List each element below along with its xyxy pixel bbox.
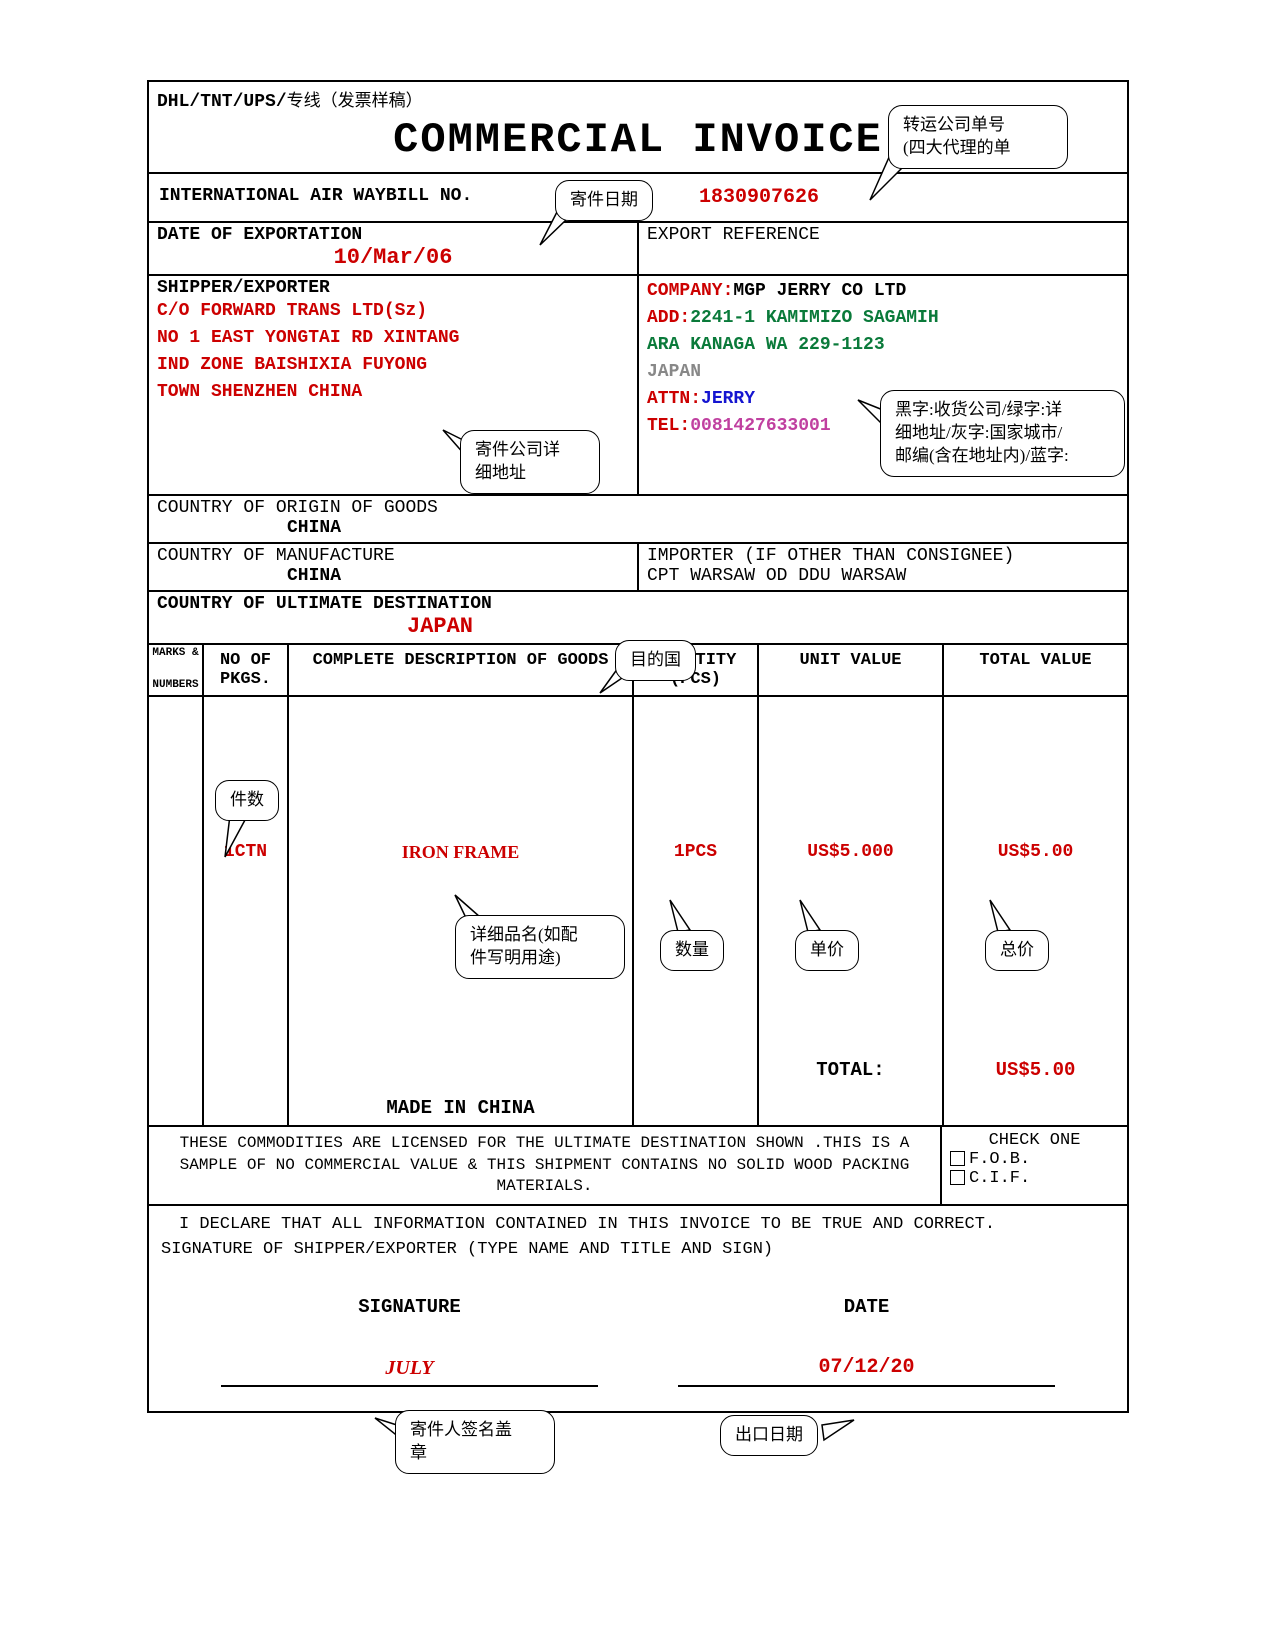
- callout-total: 总价: [985, 930, 1049, 971]
- shipper-label: SHIPPER/EXPORTER: [157, 278, 629, 298]
- manufacture-cell: COUNTRY OF MANUFACTURE CHINA: [149, 544, 639, 590]
- declaration-block: I DECLARE THAT ALL INFORMATION CONTAINED…: [149, 1204, 1127, 1412]
- sig-instruction: SIGNATURE OF SHIPPER/EXPORTER (TYPE NAME…: [161, 1237, 1115, 1263]
- export-ref-label: EXPORT REFERENCE: [647, 225, 1119, 245]
- consignee-country: JAPAN: [647, 359, 1119, 386]
- signature-col: SIGNATURE JULY: [181, 1293, 638, 1396]
- consignee-add2: ARA KANAGA WA 229-1123: [647, 332, 1119, 359]
- manufacture-row: COUNTRY OF MANUFACTURE CHINA IMPORTER (I…: [149, 542, 1127, 590]
- callout-shipper: 寄件公司详 细地址: [460, 430, 600, 494]
- cif-option: C.I.F.: [950, 1169, 1119, 1188]
- col-desc: COMPLETE DESCRIPTION OF GOODS: [289, 645, 634, 695]
- marks-data: [149, 697, 204, 1125]
- col-total: TOTAL VALUE: [944, 645, 1127, 695]
- callout-desc: 详细品名(如配 件写明用途): [455, 915, 625, 979]
- manufacture-label: COUNTRY OF MANUFACTURE: [157, 546, 629, 566]
- total-value: US$5.00: [944, 1059, 1127, 1081]
- export-ref-cell: EXPORT REFERENCE: [639, 223, 1127, 274]
- destination-label: COUNTRY OF ULTIMATE DESTINATION: [157, 594, 1119, 614]
- callout-export-date: 出口日期: [720, 1415, 818, 1456]
- shipper-line2: NO 1 EAST YONGTAI RD XINTANG: [157, 325, 629, 352]
- shipper-line1: C/O FORWARD TRANS LTD(Sz): [157, 298, 629, 325]
- origin-row: COUNTRY OF ORIGIN OF GOODS CHINA: [149, 494, 1127, 542]
- fob-option: F.O.B.: [950, 1150, 1119, 1169]
- shipper-line4: TOWN SHENZHEN CHINA: [157, 379, 629, 406]
- checkbox-icon[interactable]: [950, 1170, 965, 1185]
- made-in: MADE IN CHINA: [289, 1097, 632, 1119]
- callout-tail-icon: [822, 1420, 857, 1445]
- callout-waybill: 转运公司单号 (四大代理的单: [888, 105, 1068, 169]
- callout-dest: 目的国: [615, 640, 696, 681]
- export-row: DATE OF EXPORTATION 10/Mar/06 EXPORT REF…: [149, 221, 1127, 274]
- origin-cell: COUNTRY OF ORIGIN OF GOODS CHINA: [149, 496, 1127, 542]
- checkbox-icon[interactable]: [950, 1151, 965, 1166]
- shipper-line3: IND ZONE BAISHIXIA FUYONG: [157, 352, 629, 379]
- table-data: 1CTN IRON FRAME MADE IN CHINA 1PCS US$5.…: [149, 695, 1127, 1125]
- col-pkgs: NO OF PKGS.: [204, 645, 289, 695]
- destination-value: JAPAN: [157, 614, 1119, 639]
- origin-label: COUNTRY OF ORIGIN OF GOODS: [157, 498, 1119, 518]
- col-unit: UNIT VALUE: [759, 645, 944, 695]
- consignee-add1: ADD:2241-1 KAMIMIZO SAGAMIH: [647, 305, 1119, 332]
- importer-cell: IMPORTER (IF OTHER THAN CONSIGNEE) CPT W…: [639, 544, 1127, 590]
- date-col: DATE 07/12/20: [638, 1293, 1095, 1396]
- declaration-text: I DECLARE THAT ALL INFORMATION CONTAINED…: [161, 1212, 1115, 1238]
- carriers-text: DHL/TNT/UPS/: [157, 92, 287, 112]
- carriers-sub: 专线（发票样稿）: [287, 93, 423, 112]
- importer-value: CPT WARSAW OD DDU WARSAW: [647, 566, 1119, 586]
- callout-unit: 单价: [795, 930, 859, 971]
- signature-row: SIGNATURE JULY DATE 07/12/20: [161, 1263, 1115, 1406]
- destination-row: COUNTRY OF ULTIMATE DESTINATION JAPAN: [149, 590, 1127, 643]
- consignee-company: COMPANY:MGP JERRY CO LTD: [647, 278, 1119, 305]
- callout-tail-icon: [225, 815, 253, 860]
- callout-exp-date: 寄件日期: [555, 180, 653, 221]
- callout-qty: 数量: [660, 930, 724, 971]
- license-text: THESE COMMODITIES ARE LICENSED FOR THE U…: [149, 1127, 942, 1204]
- unit-data: US$5.000 TOTAL:: [759, 697, 944, 1125]
- col-marks: MARKS & NUMBERS: [149, 645, 204, 695]
- origin-value: CHINA: [157, 518, 1119, 538]
- invoice-form: DHL/TNT/UPS/专线（发票样稿） COMMERCIAL INVOICE …: [147, 80, 1129, 1413]
- date-line: 07/12/20: [678, 1357, 1055, 1387]
- total-data: US$5.00 US$5.00: [944, 697, 1127, 1125]
- total-label: TOTAL:: [759, 1059, 942, 1081]
- importer-label: IMPORTER (IF OTHER THAN CONSIGNEE): [647, 546, 1119, 566]
- check-one: CHECK ONE F.O.B. C.I.F.: [942, 1127, 1127, 1204]
- callout-sig: 寄件人签名盖 章: [395, 1410, 555, 1474]
- signature-line: JULY: [221, 1357, 598, 1387]
- callout-pkgs: 件数: [215, 780, 279, 821]
- pkgs-data: 1CTN: [204, 697, 289, 1125]
- callout-consignee: 黑字:收货公司/绿字:详 细地址/灰字:国家城市/ 邮编(含在地址内)/蓝字:: [880, 390, 1125, 477]
- destination-cell: COUNTRY OF ULTIMATE DESTINATION JAPAN: [149, 592, 1127, 643]
- qty-data: 1PCS: [634, 697, 759, 1125]
- manufacture-value: CHINA: [157, 566, 629, 586]
- license-row: THESE COMMODITIES ARE LICENSED FOR THE U…: [149, 1125, 1127, 1204]
